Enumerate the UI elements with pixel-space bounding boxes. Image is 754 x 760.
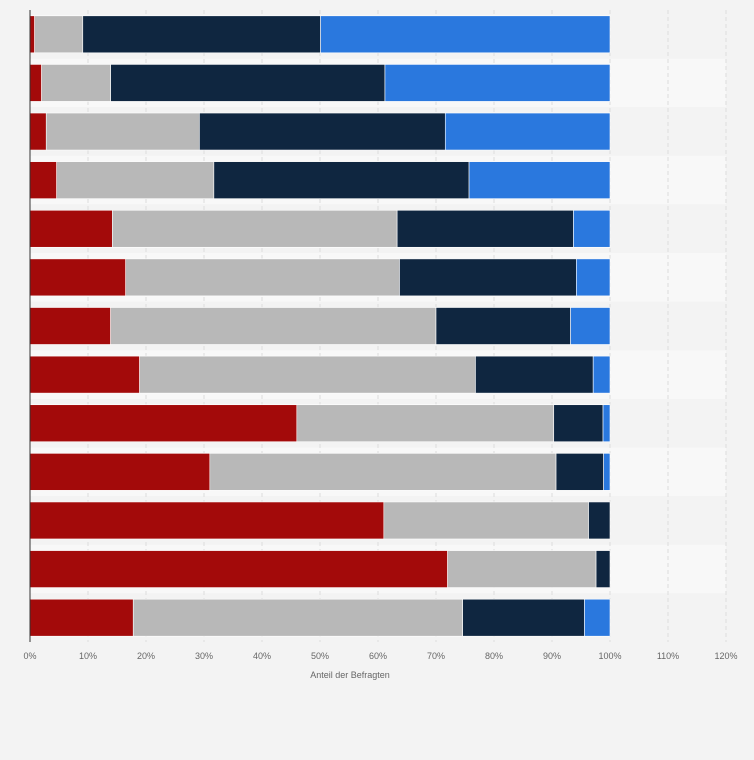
bar-segment — [29, 307, 111, 345]
bar-segment — [399, 258, 577, 297]
x-tick-label: 40% — [253, 651, 271, 661]
bar-segment — [29, 258, 126, 297]
bar-segment — [462, 598, 585, 637]
x-tick-label: 0% — [23, 651, 36, 661]
bar-segment — [588, 501, 611, 540]
bar-segment — [29, 64, 42, 102]
bar-segment — [573, 209, 611, 248]
bar-segment — [34, 15, 84, 54]
x-tick-label: 10% — [79, 651, 97, 661]
bar-segment — [595, 550, 611, 588]
bar-segment — [213, 161, 470, 199]
bar-segment — [199, 112, 446, 151]
bar-segment — [110, 307, 437, 345]
bar-segment — [396, 209, 574, 248]
bar-segment — [110, 64, 386, 102]
bar-segment — [209, 453, 557, 491]
bar-segment — [447, 550, 597, 588]
bar-segment — [29, 15, 35, 54]
x-tick-label: 80% — [485, 651, 503, 661]
bar-segment — [584, 598, 611, 637]
bar-segment — [29, 112, 47, 151]
x-axis-title: Anteil der Befragten — [310, 670, 390, 680]
x-tick-label: 100% — [598, 651, 621, 661]
bar-segment — [383, 501, 589, 540]
bar-segment — [570, 307, 611, 345]
bar-segment — [125, 258, 400, 297]
bar-segment — [29, 550, 448, 588]
bar-segment — [29, 209, 113, 248]
x-tick-label: 110% — [657, 651, 679, 661]
bar-segment — [139, 355, 476, 394]
bar-segment — [296, 404, 555, 443]
bar-segment — [468, 161, 611, 199]
bar-segment — [435, 307, 571, 345]
bar-segment — [45, 112, 200, 151]
x-tick-label: 70% — [427, 651, 445, 661]
bar-segment — [602, 404, 611, 443]
bar-segment — [41, 64, 111, 102]
bar-segment — [553, 404, 604, 443]
bar-segment — [56, 161, 215, 199]
bar-segment — [475, 355, 594, 394]
bars — [29, 15, 611, 637]
bar-segment — [29, 453, 211, 491]
x-tick-label: 60% — [369, 651, 387, 661]
bar-segment — [82, 15, 321, 54]
x-tick-labels: 0% 10% 20% 30% 40% 50% 60% 70% 80% 90% 100% 110% 120… — [23, 651, 737, 661]
bar-segment — [29, 501, 385, 540]
x-tick-label: 120% — [714, 651, 737, 661]
bar-segment — [320, 15, 611, 54]
bar-segment — [592, 355, 611, 394]
x-tick-label: 20% — [137, 651, 155, 661]
bar-segment — [555, 453, 604, 491]
x-tick-label: 50% — [311, 651, 329, 661]
bar-segment — [384, 64, 611, 102]
bar-segment — [29, 355, 140, 394]
bar-segment — [29, 161, 57, 199]
x-tick-label: 30% — [195, 651, 213, 661]
bar-segment — [576, 258, 611, 297]
x-tick-label: 90% — [543, 651, 561, 661]
bar-segment — [29, 598, 134, 637]
bar-segment — [132, 598, 463, 637]
bar-segment — [29, 404, 298, 443]
bar-segment — [444, 112, 611, 151]
bar-segment — [603, 453, 611, 491]
bar-segment — [112, 209, 398, 248]
